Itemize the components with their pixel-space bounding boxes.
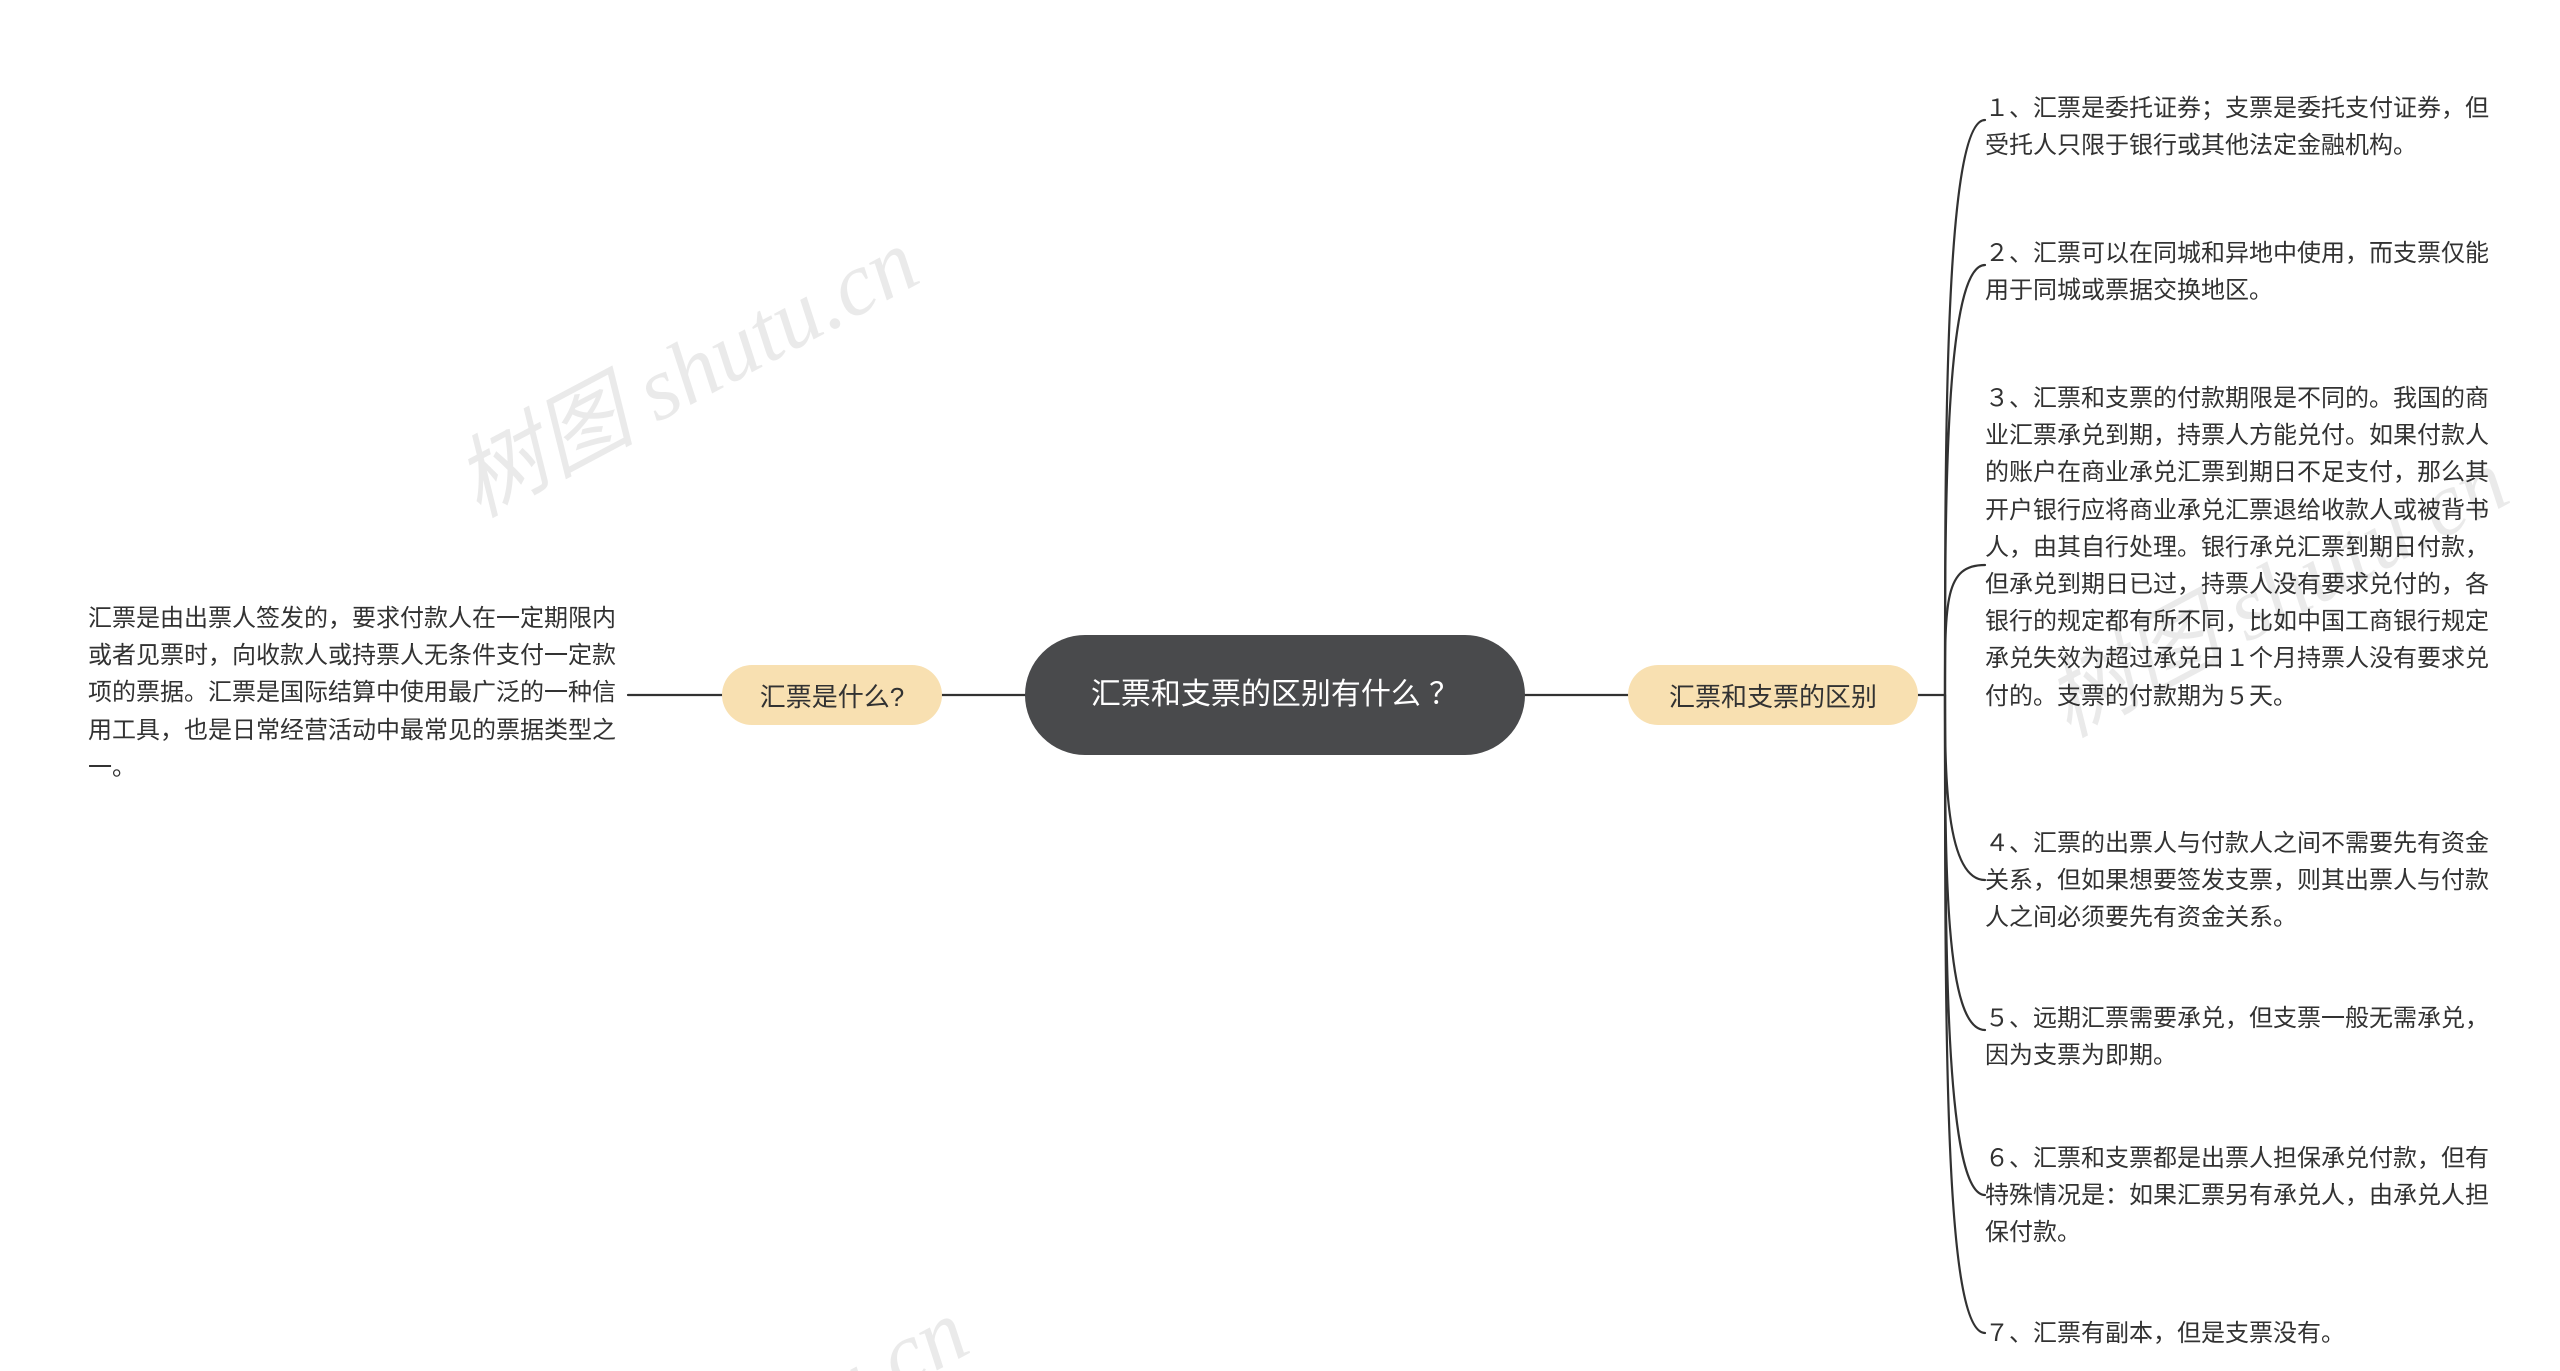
watermark: 树图 shutu.cn xyxy=(479,1259,986,1371)
branch-label: 汇票和支票的区别 xyxy=(1669,677,1877,714)
branch-what-is-bill[interactable]: 汇票是什么? xyxy=(722,665,942,725)
leaf-d7: ７、汇票有副本，但是支票没有。 xyxy=(1985,1315,2505,1352)
leaf-d1: １、汇票是委托证券；支票是委托支付证券，但受托人只限于银行或其他法定金融机构。 xyxy=(1985,90,2505,164)
leaf-what_def: 汇票是由出票人签发的，要求付款人在一定期限内或者见票时，向收款人或持票人无条件支… xyxy=(88,600,628,786)
leaf-d2: ２、汇票可以在同城和异地中使用，而支票仅能用于同城或票据交换地区。 xyxy=(1985,235,2505,309)
leaf-d4: ４、汇票的出票人与付款人之间不需要先有资金关系，但如果想要签发支票，则其出票人与… xyxy=(1985,825,2505,937)
branch-label: 汇票是什么? xyxy=(760,677,904,714)
watermark: 树图 shutu.cn xyxy=(429,189,936,541)
leaf-d6: ６、汇票和支票都是出票人担保承兑付款，但有特殊情况是：如果汇票另有承兑人，由承兑… xyxy=(1985,1140,2505,1252)
branch-differences[interactable]: 汇票和支票的区别 xyxy=(1628,665,1918,725)
root-label: 汇票和支票的区别有什么 ？ xyxy=(1091,673,1459,717)
mindmap-root-node[interactable]: 汇票和支票的区别有什么 ？ xyxy=(1025,635,1525,755)
leaf-d5: ５、远期汇票需要承兑，但支票一般无需承兑，因为支票为即期。 xyxy=(1985,1000,2505,1074)
